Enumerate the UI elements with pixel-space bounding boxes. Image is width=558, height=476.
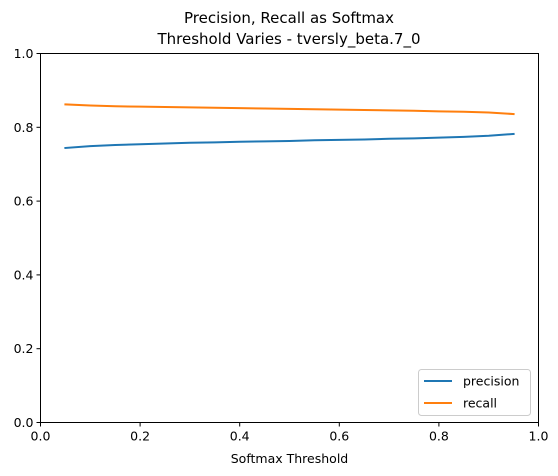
y-tick-label: 0.4 — [14, 267, 34, 282]
x-tick-label: 0.6 — [329, 429, 349, 444]
x-axis-label: Softmax Threshold — [231, 451, 348, 466]
x-tick-label: 0.8 — [429, 429, 449, 444]
legend-label-recall: recall — [463, 396, 497, 411]
series-line-recall — [64, 103, 515, 116]
x-tick-label: 1.0 — [529, 429, 549, 444]
y-axis-ticks: 0.0 0.2 0.4 0.6 0.8 1.0 — [14, 46, 41, 430]
series-layer — [64, 103, 515, 150]
legend: precision recall — [418, 369, 531, 416]
plot-area — [40, 53, 539, 423]
y-tick-label: 0.6 — [14, 194, 34, 209]
x-tick-label: 0.0 — [31, 429, 51, 444]
y-tick-label: 0.0 — [14, 415, 34, 430]
plot-frame — [40, 53, 539, 423]
chart-title-line1: Precision, Recall as Softmax — [184, 9, 394, 27]
y-tick-label: 1.0 — [14, 46, 34, 61]
y-tick-label: 0.2 — [14, 341, 34, 356]
chart-title-line2: Threshold Varies - tversly_beta.7_0 — [157, 30, 421, 49]
series-line-precision — [64, 132, 515, 150]
legend-label-precision: precision — [463, 374, 519, 389]
x-axis-ticks: 0.0 0.2 0.4 0.6 0.8 1.0 — [31, 422, 549, 444]
x-tick-label: 0.2 — [130, 429, 150, 444]
y-tick-label: 0.8 — [14, 120, 34, 135]
x-tick-label: 0.4 — [230, 429, 250, 444]
